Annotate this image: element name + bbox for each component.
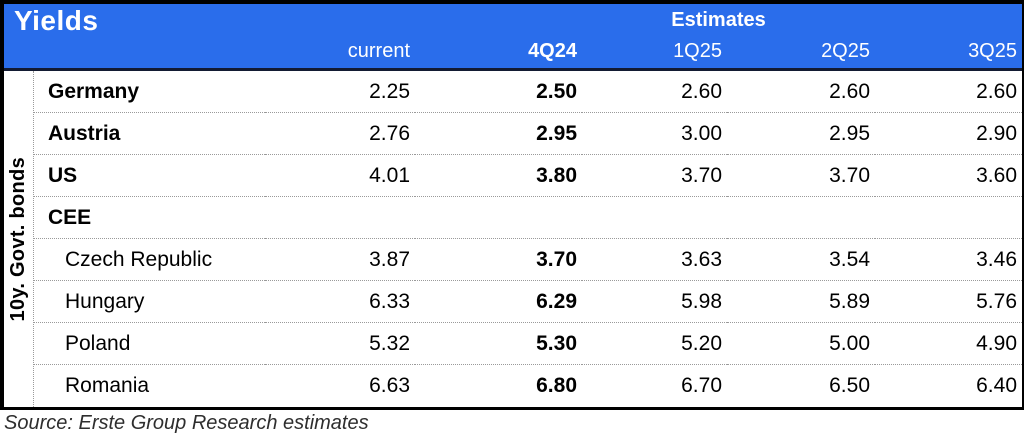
row-label: CEE	[34, 197, 265, 239]
cell-2q25: 2.95	[727, 113, 875, 155]
cell-3q25: 3.46	[875, 239, 1022, 281]
cell-current: 5.32	[265, 323, 415, 365]
col-header-4q24: 4Q24	[528, 40, 577, 62]
row-group-label-vertical: 10y. Govt. bonds	[7, 156, 29, 322]
cell-1q25: 3.00	[582, 113, 727, 155]
cell-4q24: 3.80	[415, 155, 582, 197]
cell-1q25: 3.70	[582, 155, 727, 197]
source-note: Source: Erste Group Research estimates	[4, 412, 369, 434]
row-label: Czech Republic	[34, 239, 265, 281]
row-label: Romania	[34, 365, 265, 407]
cell-2q25: 3.70	[727, 155, 875, 197]
cell-1q25: 2.60	[582, 71, 727, 113]
cell-current: 2.25	[265, 71, 415, 113]
cell-1q25: 5.98	[582, 281, 727, 323]
cell-current: 4.01	[265, 155, 415, 197]
cell-3q25	[875, 197, 1022, 239]
cell-3q25: 2.60	[875, 71, 1022, 113]
cell-2q25: 6.50	[727, 365, 875, 407]
col-header-current: current	[347, 40, 410, 62]
col-header-3q25: 3Q25	[968, 40, 1017, 62]
yields-table: Yields Estimates current 4Q24 1Q25 2Q25 …	[0, 0, 1024, 410]
cell-4q24: 6.80	[415, 365, 582, 407]
cell-4q24: 6.29	[415, 281, 582, 323]
row-label: Germany	[34, 71, 265, 113]
cell-1q25	[582, 197, 727, 239]
row-label: Hungary	[34, 281, 265, 323]
cell-1q25: 6.70	[582, 365, 727, 407]
cell-3q25: 2.90	[875, 113, 1022, 155]
cell-current	[265, 197, 415, 239]
row-label: Austria	[34, 113, 265, 155]
row-group-strip: 10y. Govt. bonds	[4, 71, 34, 407]
cell-1q25: 5.20	[582, 323, 727, 365]
estimates-group-header: Estimates	[671, 9, 766, 31]
cell-current: 6.33	[265, 281, 415, 323]
cell-4q24: 2.50	[415, 71, 582, 113]
cell-4q24	[415, 197, 582, 239]
cell-current: 2.76	[265, 113, 415, 155]
cell-4q24: 3.70	[415, 239, 582, 281]
header-title-row: Yields Estimates	[4, 4, 1022, 37]
row-label: US	[34, 155, 265, 197]
cell-3q25: 3.60	[875, 155, 1022, 197]
cell-3q25: 4.90	[875, 323, 1022, 365]
cell-current: 3.87	[265, 239, 415, 281]
col-header-2q25: 2Q25	[821, 40, 870, 62]
cell-2q25: 5.00	[727, 323, 875, 365]
table-body: 10y. Govt. bonds Germany 2.25 2.50 2.60 …	[4, 71, 1022, 407]
cell-2q25: 3.54	[727, 239, 875, 281]
col-header-1q25: 1Q25	[673, 40, 722, 62]
cell-1q25: 3.63	[582, 239, 727, 281]
cell-3q25: 5.76	[875, 281, 1022, 323]
cell-2q25: 2.60	[727, 71, 875, 113]
cell-2q25	[727, 197, 875, 239]
table-header: Yields Estimates current 4Q24 1Q25 2Q25 …	[4, 4, 1022, 71]
row-label: Poland	[34, 323, 265, 365]
cell-4q24: 2.95	[415, 113, 582, 155]
cell-2q25: 5.89	[727, 281, 875, 323]
page-title: Yields	[14, 4, 99, 36]
column-header-row: current 4Q24 1Q25 2Q25 3Q25	[4, 37, 1022, 68]
cell-4q24: 5.30	[415, 323, 582, 365]
cell-current: 6.63	[265, 365, 415, 407]
cell-3q25: 6.40	[875, 365, 1022, 407]
